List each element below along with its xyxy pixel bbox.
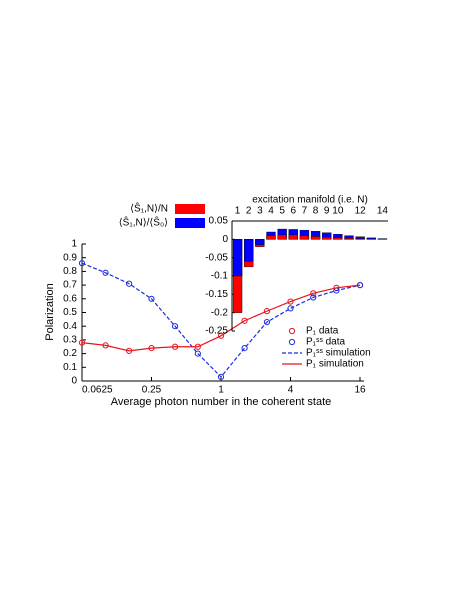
inset-x-tick-label: 10 <box>332 206 344 217</box>
y-axis-label: Polarization <box>44 283 56 340</box>
line-series <box>81 284 361 352</box>
inset-y-tick-label: -0.2 <box>211 307 229 318</box>
data-point <box>217 332 225 339</box>
data-point <box>148 295 155 302</box>
bar <box>322 236 332 240</box>
data-point <box>126 280 133 287</box>
bar <box>232 239 243 277</box>
line-series <box>81 262 361 378</box>
inset-y-tick-label: 0.05 <box>209 216 229 227</box>
y-tick-label: 0.9 <box>63 252 77 263</box>
bar <box>299 235 310 240</box>
bar <box>288 234 298 240</box>
legend-label: ⟨Ŝ₁,N⟩/⟨Ŝ₀⟩ <box>119 216 168 229</box>
legend-label: P₁ˢˢ simulation <box>306 348 371 359</box>
data-point <box>287 298 294 305</box>
bar <box>266 235 276 240</box>
inset-x-tick-label: 1 <box>235 206 241 217</box>
bar <box>333 237 343 240</box>
legend-swatch <box>175 218 205 228</box>
y-tick-label: 0.2 <box>63 348 77 359</box>
y-tick-label: 0.1 <box>63 362 77 373</box>
data-point <box>171 323 179 330</box>
inset-y-tick-label: -0.15 <box>205 289 228 300</box>
legend-swatch <box>175 204 205 214</box>
inset-x-tick-label: 7 <box>302 206 308 217</box>
x-tick-label: 1 <box>218 385 224 396</box>
legend-label: P₁ simulation <box>306 359 364 370</box>
legend-label: P₁ˢˢ data <box>306 337 346 348</box>
data-point <box>263 318 271 326</box>
data-point <box>241 317 248 324</box>
y-tick-label: 0.6 <box>63 293 77 304</box>
inset-y-tick-label: 0 <box>222 234 228 245</box>
y-tick-label: 1 <box>71 239 77 250</box>
bar <box>277 234 287 240</box>
inset-title: excitation manifold (i.e. N) <box>252 195 368 206</box>
inset-x-tick-label: 9 <box>324 206 330 217</box>
x-tick-label: 0.0625 <box>82 385 113 396</box>
y-tick-label: 0 <box>71 376 77 387</box>
inset-y-tick-label: -0.25 <box>205 326 228 337</box>
data-point <box>263 308 271 315</box>
data-point <box>241 345 248 352</box>
data-point <box>194 350 201 357</box>
data-point <box>310 294 317 301</box>
inset-x-tick-label: 8 <box>313 206 319 217</box>
inset-x-tick-label: 6 <box>291 206 297 217</box>
y-tick-label: 0.5 <box>63 307 77 318</box>
inset-x-tick-label: 4 <box>268 206 274 217</box>
y-tick-label: 0.3 <box>63 335 77 346</box>
y-tick-label: 0.4 <box>63 321 77 332</box>
inset-x-tick-label: 3 <box>257 206 263 217</box>
inset-x-tick-label: 14 <box>377 206 389 217</box>
bar <box>244 239 254 262</box>
inset-x-tick-label: 2 <box>246 206 252 217</box>
data-point <box>217 373 225 380</box>
x-tick-label: 4 <box>288 385 294 396</box>
x-tick-label: 0.25 <box>142 385 162 396</box>
x-tick-label: 16 <box>354 385 366 396</box>
data-point <box>287 305 294 312</box>
data-point <box>102 269 109 276</box>
inset-x-tick-label: 12 <box>355 206 367 217</box>
legend-label: P₁ data <box>306 326 339 337</box>
y-tick-label: 0.7 <box>63 280 77 291</box>
y-tick-label: 0.8 <box>63 266 77 277</box>
bar <box>255 239 265 246</box>
inset-x-tick-label: 5 <box>279 206 285 217</box>
inset-y-tick-label: -0.05 <box>205 252 228 263</box>
legend-marker <box>288 327 296 335</box>
x-axis-label: Average photon number in the coherent st… <box>111 396 332 408</box>
legend-label: ⟨Ŝ₁,N⟩/N <box>130 202 168 215</box>
bar <box>310 236 321 240</box>
data-point <box>78 260 86 267</box>
inset-y-tick-label: -0.1 <box>211 271 229 282</box>
bar <box>344 238 354 240</box>
bar <box>355 238 365 240</box>
legend-marker <box>288 338 296 346</box>
